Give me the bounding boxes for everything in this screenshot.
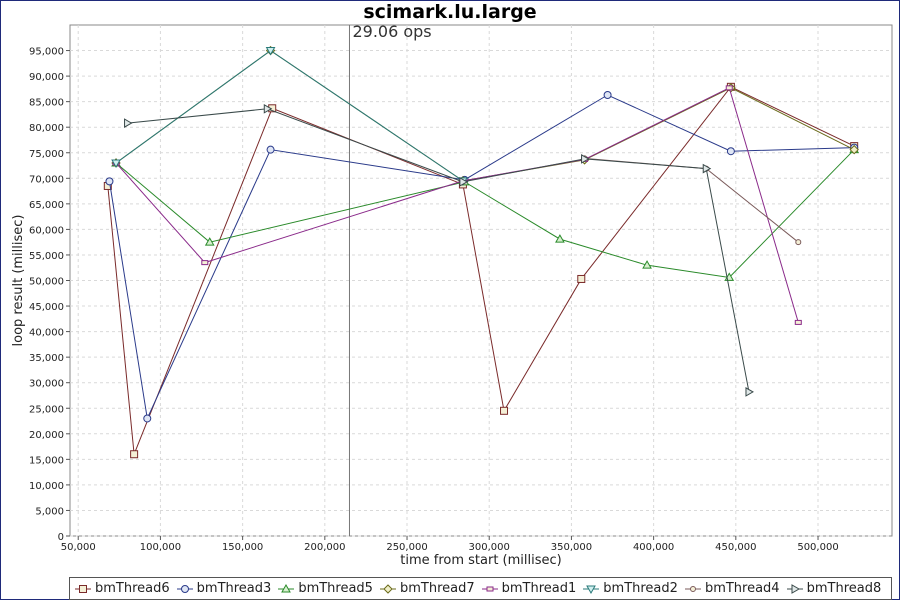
y-tick-label: 0 xyxy=(58,532,64,543)
series-bmThread8 xyxy=(124,103,754,397)
legend-label: bmThread3 xyxy=(196,581,272,596)
legend-item-bmThread2: bmThread2 xyxy=(582,581,678,596)
x-tick-label: 200,000 xyxy=(304,542,345,553)
legend-swatch xyxy=(278,583,295,592)
y-tick-label: 5,000 xyxy=(35,506,64,517)
y-tick-label: 95,000 xyxy=(29,47,64,58)
y-tick-label: 75,000 xyxy=(29,149,64,160)
data-point-bmThread6 xyxy=(577,274,586,283)
data-point-bmThread3 xyxy=(603,91,612,100)
data-point-bmThread5 xyxy=(204,237,215,246)
data-point-bmThread2 xyxy=(111,159,121,168)
data-point-bmThread8 xyxy=(124,118,133,128)
data-point-bmThread3 xyxy=(143,414,152,423)
legend-label: bmThread7 xyxy=(399,581,475,596)
legend-marker xyxy=(383,583,393,594)
data-point-bmThread3 xyxy=(726,147,735,156)
line-chart: 0 5,000 10,000 15,000 20,000 25,000 30,000 35,0… xyxy=(11,22,893,568)
y-axis-label: loop result (millisec) xyxy=(11,215,26,347)
x-tick-label: 300,000 xyxy=(469,542,510,553)
data-point-bmThread8 xyxy=(263,103,273,114)
y-tick-label: 30,000 xyxy=(29,379,64,390)
legend-label: bmThread1 xyxy=(501,581,577,596)
legend-swatch xyxy=(379,583,396,594)
y-tick-label: 60,000 xyxy=(29,225,64,236)
legend-swatch xyxy=(583,585,600,594)
x-tick-label: 400,000 xyxy=(633,542,674,553)
y-tick-label: 50,000 xyxy=(29,277,64,288)
data-point-bmThread6 xyxy=(130,450,139,459)
legend-swatch xyxy=(176,584,193,593)
legend-item-bmThread8: bmThread8 xyxy=(786,581,882,596)
data-point-bmThread6 xyxy=(500,406,509,415)
legend-item-bmThread1: bmThread1 xyxy=(481,581,577,596)
y-tick-label: 45,000 xyxy=(29,302,64,313)
legend-marker xyxy=(791,583,800,594)
data-point-bmThread1 xyxy=(725,85,733,91)
x-tick-label: 350,000 xyxy=(551,542,592,553)
legend-swatch xyxy=(481,586,498,591)
y-tick-label: 10,000 xyxy=(29,481,64,492)
x-tick-label: 100,000 xyxy=(140,542,181,553)
data-point-bmThread7 xyxy=(849,144,859,155)
legend-label: bmThread2 xyxy=(603,581,678,596)
legend-marker xyxy=(281,583,292,592)
y-tick-label: 35,000 xyxy=(29,353,64,364)
data-point-bmThread5 xyxy=(642,260,652,269)
legend: bmThread6 bmThread3 bmThread5 bmThread7 bmTh… xyxy=(69,577,893,600)
data-point-bmThread1 xyxy=(201,260,209,266)
chart-title: scimark.lu.large xyxy=(363,1,537,23)
legend-swatch xyxy=(786,583,803,594)
y-tick-label: 90,000 xyxy=(29,72,64,83)
legend-swatch xyxy=(75,584,91,593)
data-point-bmThread3 xyxy=(266,145,275,154)
legend-swatch xyxy=(684,585,701,592)
data-point-bmThread8 xyxy=(581,154,590,164)
y-tick-label: 55,000 xyxy=(29,251,64,262)
y-tick-label: 20,000 xyxy=(29,430,64,441)
legend-item-bmThread4: bmThread4 xyxy=(684,581,780,596)
legend-marker xyxy=(79,584,87,593)
data-point-bmThread1 xyxy=(794,319,802,325)
x-tick-label: 150,000 xyxy=(222,542,263,553)
y-tick-label: 15,000 xyxy=(29,455,64,466)
y-tick-label: 70,000 xyxy=(29,174,64,185)
legend-marker xyxy=(180,584,189,593)
x-tick-label: 50,000 xyxy=(61,542,96,553)
x-axis-label: time from start (millisec) xyxy=(400,553,561,568)
y-tick-label: 80,000 xyxy=(29,123,64,134)
legend-label: bmThread8 xyxy=(806,581,882,596)
legend-item-bmThread7: bmThread7 xyxy=(379,581,475,596)
legend-item-bmThread6: bmThread6 xyxy=(74,581,170,596)
y-tick-label: 40,000 xyxy=(29,328,64,339)
data-point-bmThread4 xyxy=(795,239,802,246)
data-point-bmThread3 xyxy=(105,177,114,186)
data-point-bmThread8 xyxy=(702,163,712,174)
data-point-bmThread2 xyxy=(265,47,276,56)
y-tick-label: 25,000 xyxy=(29,404,64,415)
legend-label: bmThread5 xyxy=(298,581,373,596)
x-tick-label: 450,000 xyxy=(715,542,756,553)
legend-item-bmThread5: bmThread5 xyxy=(277,581,373,596)
legend-label: bmThread6 xyxy=(95,581,170,596)
legend-item-bmThread3: bmThread3 xyxy=(176,581,272,596)
x-tick-label: 250,000 xyxy=(386,542,427,553)
y-tick-label: 85,000 xyxy=(29,98,64,109)
series-line-bmThread8 xyxy=(127,108,750,392)
data-point-bmThread8 xyxy=(459,177,468,187)
data-point-bmThread8 xyxy=(745,387,754,397)
legend-label: bmThread4 xyxy=(704,581,780,596)
legend-marker xyxy=(486,586,494,591)
annotation-label: 29.06 ops xyxy=(352,22,431,41)
data-point-bmThread5 xyxy=(555,234,565,243)
legend-marker xyxy=(689,585,696,592)
legend-marker xyxy=(586,585,597,594)
x-tick-label: 500,000 xyxy=(797,542,838,553)
y-tick-label: 65,000 xyxy=(29,200,64,211)
